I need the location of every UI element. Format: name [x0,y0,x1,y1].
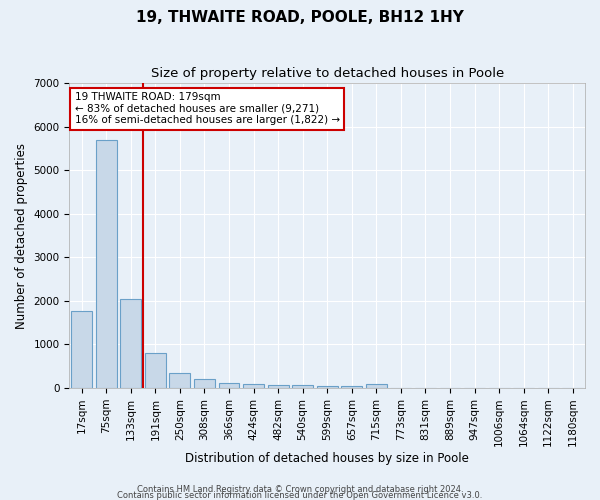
Bar [268,384,289,388]
Title: Size of property relative to detached houses in Poole: Size of property relative to detached ho… [151,68,504,80]
Bar [243,384,264,388]
Text: 19 THWAITE ROAD: 179sqm
← 83% of detached houses are smaller (9,271)
16% of semi: 19 THWAITE ROAD: 179sqm ← 83% of detache… [74,92,340,126]
Bar [292,386,313,388]
Y-axis label: Number of detached properties: Number of detached properties [15,142,28,328]
Bar [218,382,239,388]
Bar [96,140,116,388]
Text: Contains HM Land Registry data © Crown copyright and database right 2024.: Contains HM Land Registry data © Crown c… [137,485,463,494]
Text: 19, THWAITE ROAD, POOLE, BH12 1HY: 19, THWAITE ROAD, POOLE, BH12 1HY [136,10,464,25]
Bar [145,353,166,388]
Bar [194,380,215,388]
X-axis label: Distribution of detached houses by size in Poole: Distribution of detached houses by size … [185,452,469,465]
Bar [341,386,362,388]
Bar [169,372,190,388]
Bar [71,312,92,388]
Bar [317,386,338,388]
Text: Contains public sector information licensed under the Open Government Licence v3: Contains public sector information licen… [118,491,482,500]
Bar [121,298,141,388]
Bar [366,384,387,388]
